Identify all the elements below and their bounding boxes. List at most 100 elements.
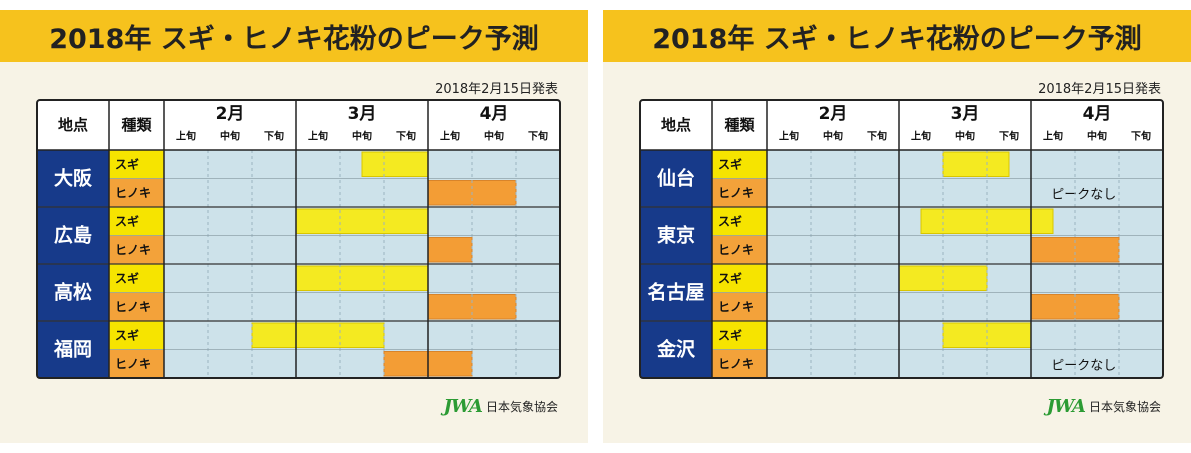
type-cell [712, 207, 767, 236]
period-label: 下旬 [1131, 130, 1151, 143]
type-label: スギ [718, 270, 742, 285]
period-label: 下旬 [528, 130, 548, 143]
type-cell [712, 292, 767, 321]
city-name: 広島 [54, 224, 92, 247]
period-label: 中旬 [955, 130, 975, 143]
table-border [639, 99, 1164, 379]
period-label: 下旬 [396, 130, 416, 143]
type-label: スギ [718, 213, 742, 228]
type-cell [109, 349, 164, 378]
org-name: 日本気象協会 [485, 400, 558, 414]
chart-title: 2018年 スギ・ヒノキ花粉のピーク予測 [49, 24, 539, 55]
city-cell [37, 150, 109, 207]
period-label: 中旬 [484, 130, 504, 143]
type-cell [109, 178, 164, 207]
table-header [640, 100, 1163, 150]
type-label: ヒノキ [718, 243, 754, 257]
type-label: ヒノキ [115, 357, 151, 371]
jwa-logo: JWA 日本気象協会 [1046, 396, 1161, 417]
jwa-logo-icon: JWA [1046, 396, 1086, 417]
city-name: 東京 [657, 224, 695, 247]
type-cell [712, 150, 767, 179]
city-name: 大阪 [54, 167, 93, 190]
type-label: スギ [115, 213, 139, 228]
type-label: スギ [115, 327, 139, 342]
type-label: スギ [718, 327, 742, 342]
jwa-logo: JWA 日本気象協会 [443, 396, 558, 417]
city-cell [640, 321, 712, 378]
type-label: ヒノキ [115, 300, 151, 314]
sugi-peak-bar [295, 208, 429, 234]
type-cell [109, 292, 164, 321]
no-peak-note: ピークなし [1051, 187, 1116, 202]
type-label: ヒノキ [718, 300, 754, 314]
period-label: 上旬 [308, 130, 328, 143]
type-cell [109, 207, 164, 236]
city-cell [37, 264, 109, 321]
type-cell [712, 321, 767, 350]
city-cell [37, 207, 109, 264]
month-label: 3月 [951, 104, 980, 124]
type-label: スギ [115, 156, 139, 171]
month-label: 3月 [348, 104, 377, 124]
city-name: 名古屋 [647, 281, 704, 304]
type-label: ヒノキ [718, 357, 754, 371]
no-peak-note: ピークなし [1051, 358, 1116, 373]
city-cell [640, 264, 712, 321]
type-cell [712, 235, 767, 264]
title-bar [603, 10, 1191, 62]
period-label: 下旬 [264, 130, 284, 143]
sugi-peak-bar [251, 322, 385, 348]
period-label: 上旬 [779, 130, 799, 143]
period-label: 下旬 [999, 130, 1019, 143]
type-label: ヒノキ [718, 186, 754, 200]
type-label: ヒノキ [115, 243, 151, 257]
org-name: 日本気象協会 [1088, 400, 1161, 414]
city-name: 高松 [54, 281, 92, 304]
city-name: 福岡 [53, 338, 92, 361]
period-label: 中旬 [220, 130, 240, 143]
city-cell [37, 321, 109, 378]
period-label: 中旬 [823, 130, 843, 143]
type-cell [109, 264, 164, 293]
publish-date: 2018年2月15日発表 [435, 82, 558, 97]
month-label: 2月 [216, 104, 245, 124]
jwa-logo-icon: JWA [443, 396, 483, 417]
type-label: スギ [718, 156, 742, 171]
period-label: 上旬 [176, 130, 196, 143]
city-name: 金沢 [656, 338, 696, 361]
type-cell [109, 321, 164, 350]
type-label: ヒノキ [115, 186, 151, 200]
type-label: スギ [115, 270, 139, 285]
city-name: 仙台 [657, 167, 695, 190]
type-cell [109, 150, 164, 179]
month-label: 4月 [480, 104, 509, 124]
city-cell [640, 150, 712, 207]
type-cell [712, 264, 767, 293]
chart-title: 2018年 スギ・ヒノキ花粉のピーク予測 [652, 24, 1142, 55]
title-bar [0, 10, 588, 62]
sugi-peak-bar [361, 151, 429, 177]
publish-date: 2018年2月15日発表 [1038, 82, 1161, 97]
header-type: 種類 [724, 116, 755, 134]
period-label: 上旬 [911, 130, 931, 143]
sugi-peak-bar [942, 151, 1010, 177]
pollen-chart-panel-west: 2018年 スギ・ヒノキ花粉のピーク予測 2018年2月15日発表 地点 種類 2月… [0, 10, 588, 443]
table-border [36, 99, 561, 379]
table-header [37, 100, 560, 150]
period-label: 上旬 [1043, 130, 1063, 143]
pollen-chart-panel-east: 2018年 スギ・ヒノキ花粉のピーク予測 2018年2月15日発表 地点 種類 2月… [603, 10, 1191, 443]
period-label: 中旬 [352, 130, 372, 143]
sugi-peak-bar [295, 265, 429, 291]
period-label: 下旬 [867, 130, 887, 143]
hinoki-peak-bar [427, 237, 473, 263]
period-label: 中旬 [1087, 130, 1107, 143]
period-label: 上旬 [440, 130, 460, 143]
month-label: 4月 [1083, 104, 1112, 124]
type-cell [712, 178, 767, 207]
header-place: 地点 [661, 116, 691, 134]
month-label: 2月 [819, 104, 848, 124]
header-place: 地点 [58, 116, 88, 134]
